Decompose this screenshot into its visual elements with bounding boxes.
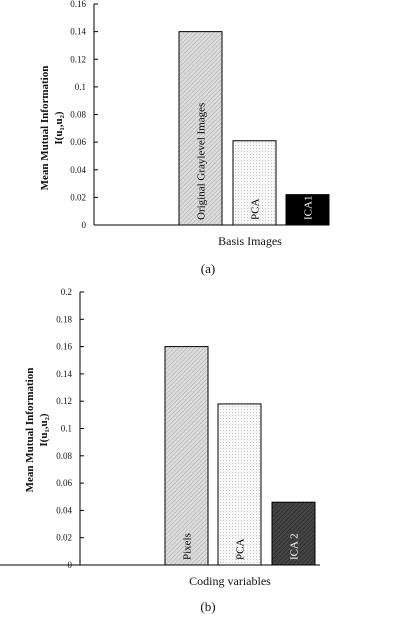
y-tick-label: 0.12: [56, 396, 72, 406]
chart-b-x-axis-label: Coding variables: [189, 574, 271, 588]
y-tick-label: 0.1: [75, 82, 86, 92]
chart-a-y-axis-label-2: I(u₁,u₂): [53, 111, 65, 145]
y-tick-label: 0.18: [56, 314, 72, 324]
y-tick-label: 0.04: [70, 165, 86, 175]
chart-b: 00.020.040.060.080.10.120.140.160.180.2 …: [0, 287, 320, 614]
bar-3: [285, 194, 330, 226]
y-tick-label: 0.16: [70, 0, 86, 9]
bar-1: [164, 346, 209, 566]
y-tick-label: 0.02: [56, 533, 72, 543]
chart-a-bars: Original Graylevel Images PCA ICA1: [178, 31, 330, 226]
y-tick-label: 0.2: [61, 287, 72, 297]
y-tick-label: 0.08: [56, 451, 72, 461]
chart-b-panel-label: (b): [200, 599, 215, 614]
bar-label-2: PCA: [250, 199, 262, 220]
y-tick-label: 0.16: [56, 342, 72, 352]
chart-b-y-axis-label: Mean Mutual Information: [24, 368, 36, 493]
y-tick-label: 0.14: [70, 27, 86, 37]
y-tick-label: 0.02: [70, 192, 86, 202]
chart-a-y-ticks: 0 0.02 0.04 0.06 0.08 0.1 0.12 0.14 0.16: [70, 0, 98, 230]
y-tick-label: 0.12: [70, 54, 86, 64]
bar-label-1: Pixels: [182, 533, 194, 560]
bar-label-3: ICA1: [303, 196, 315, 220]
bar-label-3: ICA 2: [289, 533, 301, 560]
y-tick-label: 0.04: [56, 505, 72, 515]
bar-3: [271, 501, 316, 566]
bar-label-1: Original Graylevel Images: [196, 103, 208, 220]
bar-2: [232, 140, 277, 226]
y-tick-label: 0.06: [56, 478, 72, 488]
chart-a-panel-label: (a): [201, 261, 215, 276]
bar-label-2: PCA: [235, 539, 247, 560]
chart-a-x-axis-label: Basis Images: [218, 234, 282, 248]
bar-1: [178, 31, 223, 226]
y-tick-label: 0: [68, 560, 73, 570]
bar-2: [217, 403, 262, 566]
y-tick-label: 0: [82, 220, 87, 230]
chart-b-y-ticks: 0 0.02 0.04 0.06 0.08 0.1 0.12 0.14 0.16 0.18 0.2: [56, 287, 84, 570]
y-tick-label: 0.08: [70, 110, 86, 120]
chart-b-bars: Pixels PCA ICA 2: [164, 346, 316, 566]
chart-a: 0 0.02 0.04 0.06 0.08 0.1 0.12 0.14 0.16 Origina…: [39, 0, 330, 276]
chart-a-y-axis-label: Mean Mutual Information: [39, 66, 51, 191]
chart-b-y-axis-label-2: I(u₁,u₂): [38, 413, 50, 447]
y-tick-label: 0.06: [70, 137, 86, 147]
y-tick-label: 0.1: [61, 424, 72, 434]
y-tick-label: 0.14: [56, 369, 72, 379]
